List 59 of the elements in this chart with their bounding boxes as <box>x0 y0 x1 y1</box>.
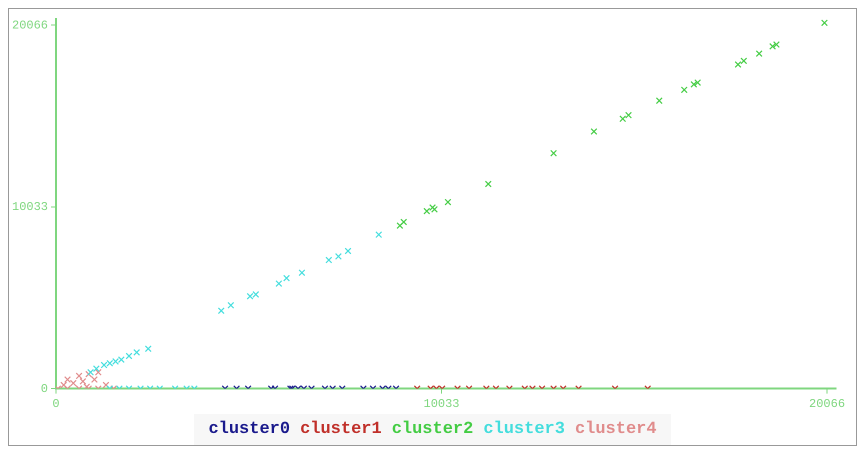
point <box>275 280 282 288</box>
point <box>64 376 71 383</box>
point <box>227 302 234 309</box>
y-tick-label: 20066 <box>12 18 48 32</box>
y-tick-label: 10033 <box>12 200 48 214</box>
point <box>400 218 408 226</box>
point <box>769 42 776 50</box>
point <box>79 378 86 385</box>
point <box>252 291 260 298</box>
x-tick-label: 10033 <box>424 396 460 411</box>
point <box>144 345 152 352</box>
series-label: cluster0 <box>208 420 290 439</box>
point <box>429 204 436 211</box>
point <box>773 41 780 48</box>
x-tick-label: 0 <box>52 396 60 411</box>
point <box>102 382 110 388</box>
point <box>246 292 254 300</box>
y-tick-label: 0 <box>40 382 48 396</box>
point <box>821 19 828 26</box>
point <box>375 231 382 238</box>
point <box>218 307 225 314</box>
point <box>431 206 438 213</box>
point <box>619 115 626 122</box>
point <box>484 180 492 188</box>
point <box>112 358 119 365</box>
point <box>625 112 632 119</box>
text: cluster4 <box>574 420 657 439</box>
point <box>656 97 663 104</box>
point <box>106 360 114 367</box>
text: cluster2 <box>392 420 474 439</box>
point <box>325 256 332 264</box>
point <box>396 222 404 230</box>
text: cluster3 <box>483 420 565 439</box>
point <box>680 86 688 94</box>
point <box>60 382 68 388</box>
point <box>118 356 125 364</box>
point <box>133 348 140 356</box>
point <box>94 368 102 376</box>
x-tick-label: 20066 <box>809 396 846 411</box>
point <box>444 198 452 206</box>
point <box>334 252 342 260</box>
text: cluster1 <box>300 420 382 439</box>
point <box>734 61 742 68</box>
point <box>694 79 702 86</box>
point <box>423 208 430 215</box>
point <box>283 274 290 282</box>
point <box>126 352 132 360</box>
point <box>756 50 763 58</box>
point <box>70 380 77 387</box>
point <box>76 372 82 380</box>
point <box>91 376 98 383</box>
point <box>690 80 698 88</box>
point <box>344 248 352 254</box>
point <box>740 57 748 64</box>
point <box>590 128 598 135</box>
point <box>550 150 558 157</box>
point <box>298 269 306 276</box>
point <box>92 365 100 372</box>
point <box>100 362 108 368</box>
